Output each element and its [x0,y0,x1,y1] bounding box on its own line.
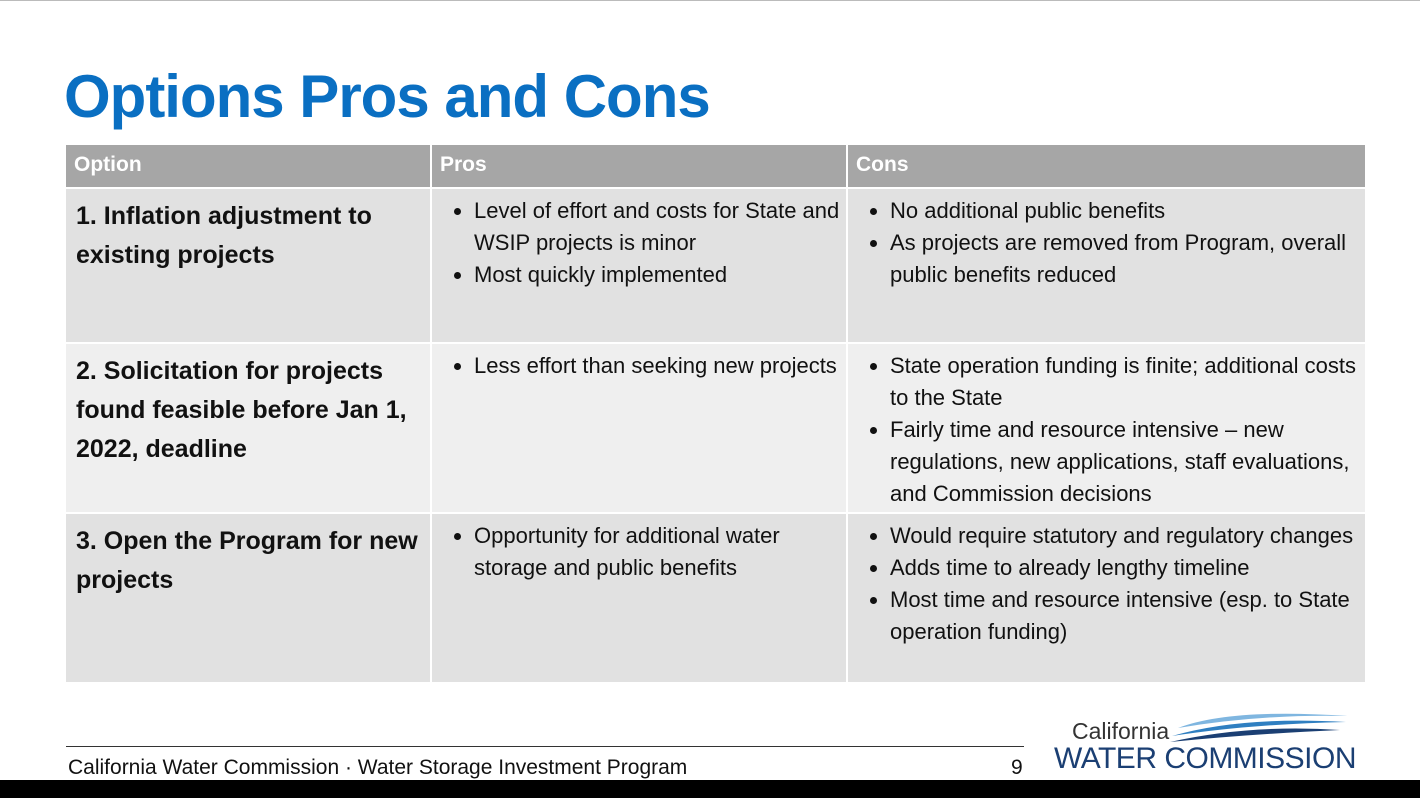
option-cell: 1. Inflation adjustment to existing proj… [64,187,432,344]
con-item: Most time and resource intensive (esp. t… [890,584,1361,648]
option-cell: 3. Open the Program for new projects [64,512,432,684]
bottom-bar [0,780,1420,798]
table-body: 1. Inflation adjustment to existing proj… [64,187,1367,684]
cons-list: No additional public benefitsAs projects… [848,189,1365,291]
con-item: Would require statutory and regulatory c… [890,520,1361,552]
pros-cons-table: Option Pros Cons 1. Inflation adjustment t… [64,143,1367,684]
pro-item: Less effort than seeking new projects [474,350,842,382]
cons-cell: State operation funding is finite; addit… [846,342,1367,514]
option-text: 2. Solicitation for projects found feasi… [76,357,407,463]
page-number: 9 [1011,756,1023,779]
pro-item: Opportunity for additional water storage… [474,520,842,584]
pros-list: Opportunity for additional water storage… [432,514,846,584]
option-cell: 2. Solicitation for projects found feasi… [64,342,432,514]
footer-text: California Water Commission · Water Stor… [68,756,688,779]
pros-cell: Opportunity for additional water storage… [430,512,848,684]
column-header: Pros [430,143,848,189]
cons-cell: No additional public benefitsAs projects… [846,187,1367,344]
con-item: Adds time to already lengthy timeline [890,552,1361,584]
pro-item: Level of effort and costs for State and … [474,195,842,259]
pros-cell: Level of effort and costs for State and … [430,187,848,344]
con-item: As projects are removed from Program, ov… [890,227,1361,291]
cons-cell: Would require statutory and regulatory c… [846,512,1367,684]
pro-item: Most quickly implemented [474,259,842,291]
column-header: Cons [846,143,1367,189]
header-row: Option Pros Cons [64,143,1367,189]
column-header: Option [64,143,432,189]
cons-list: State operation funding is finite; addit… [848,344,1365,510]
top-border [0,0,1420,1]
table-row: 2. Solicitation for projects found feasi… [64,342,1367,514]
option-text: 1. Inflation adjustment to existing proj… [76,202,372,269]
con-item: Fairly time and resource intensive – new… [890,414,1361,510]
logo-waves [1170,713,1348,742]
logo-bottom-text: WATER COMMISSION [1054,742,1357,775]
con-item: State operation funding is finite; addit… [890,350,1361,414]
pros-list: Level of effort and costs for State and … [432,189,846,291]
table-row: 3. Open the Program for new projects Oppo… [64,512,1367,684]
pros-list: Less effort than seeking new projects [432,344,846,382]
logo-top-text: California [1072,718,1170,744]
con-item: No additional public benefits [890,195,1361,227]
pros-cell: Less effort than seeking new projects [430,342,848,514]
slide-title: Options Pros and Cons [64,63,711,130]
cons-list: Would require statutory and regulatory c… [848,514,1365,648]
footer-rule [66,746,1024,747]
option-text: 3. Open the Program for new projects [76,527,418,594]
table-row: 1. Inflation adjustment to existing proj… [64,187,1367,344]
